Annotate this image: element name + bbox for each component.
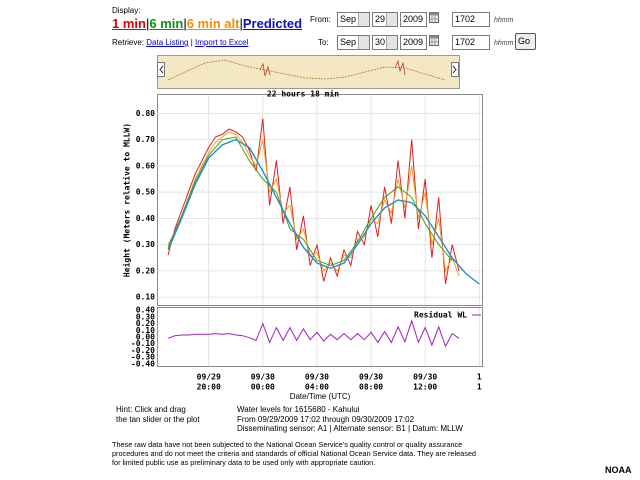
disclaimer: These raw data have not been subjected t…: [112, 440, 476, 467]
series-line: [167, 138, 480, 285]
x-tick-label: 08:00: [359, 383, 383, 392]
calendar-icon[interactable]: [429, 35, 439, 46]
y-tick-label: 0.30: [136, 240, 155, 249]
from-day[interactable]: 29: [372, 12, 398, 27]
to-month[interactable]: Sep: [337, 35, 370, 50]
x-tick-label: 04:00: [305, 383, 329, 392]
y-tick-label: 0.50: [136, 188, 155, 197]
from-month[interactable]: Sep: [337, 12, 370, 27]
data-listing-link[interactable]: Data Listing: [146, 38, 189, 47]
option-predicted[interactable]: Predicted: [242, 16, 303, 31]
series-line: [167, 136, 453, 267]
x-axis-label: Date/Time (UTC): [290, 392, 351, 401]
footer: NOAA: [605, 465, 632, 475]
x-tick-label: 09/30: [305, 373, 329, 382]
info-line: Water levels for 1615680 - Kahului: [237, 405, 360, 414]
hint-line: the tan slider or the plot: [116, 415, 200, 424]
y-tick-label: 0.10: [136, 326, 155, 335]
y-tick-label: -0.30: [131, 353, 155, 362]
to-label: To:: [318, 38, 329, 47]
to-unit: hhmm: [494, 40, 514, 47]
option-6min-alt[interactable]: 6 min alt: [186, 16, 240, 31]
x-tick-label: 09/29: [197, 373, 221, 382]
x-tick-label: 00:00: [251, 383, 275, 392]
separator: |: [183, 16, 187, 31]
to-time[interactable]: 1702: [452, 35, 490, 50]
option-1min[interactable]: 1 min: [112, 16, 146, 31]
annotation: 22 hours 18 min: [267, 89, 339, 99]
y-tick-label: -0.10: [131, 339, 155, 348]
legend-label: Residual WL: [414, 310, 467, 320]
disclaimer-line: procedures and do not meet the criteria …: [112, 449, 476, 458]
plot-frame: [157, 94, 483, 306]
x-tick-label: 12:00: [413, 383, 437, 392]
hint: Hint: Click and drag the tan slider or th…: [116, 405, 200, 425]
y-tick-label: 0.20: [136, 266, 155, 275]
disclaimer-line: These raw data have not been subjected t…: [112, 440, 463, 449]
x-tick-label: 1: [477, 373, 482, 382]
to-year[interactable]: 2009: [400, 35, 427, 50]
go-button[interactable]: Go: [515, 33, 536, 50]
x-tick-label: 09/30: [251, 373, 275, 382]
separator: |: [190, 38, 193, 47]
x-tick-label: 1: [477, 383, 482, 392]
y-tick-label: 0.40: [136, 214, 155, 223]
y-tick-label: 0.60: [136, 161, 155, 170]
from-unit: hhmm: [494, 17, 514, 24]
info: Water levels for 1615680 - Kahului From 0…: [237, 405, 463, 434]
from-time[interactable]: 1702: [452, 12, 490, 27]
y-tick-label: 0.80: [136, 109, 155, 118]
series-line: [167, 131, 460, 277]
separator: |: [239, 16, 243, 31]
retrieve-label: Retrieve:: [112, 38, 145, 47]
y-tick-label: 0.10: [136, 293, 155, 302]
hint-line: Hint: Click and drag: [116, 405, 186, 414]
display-label: Display:: [112, 6, 141, 15]
y-tick-label: -0.40: [131, 359, 155, 368]
y-tick-label: 0.20: [136, 319, 155, 328]
display-options: 1 min|6 min|6 min alt|Predicted: [112, 15, 302, 33]
x-tick-label: 09/30: [413, 373, 437, 382]
disclaimer-line: for limited public use as preliminary da…: [112, 458, 376, 467]
y-tick-label: 0.30: [136, 312, 155, 321]
y-tick-label: -0.20: [131, 346, 155, 355]
to-day[interactable]: 30: [372, 35, 398, 50]
x-tick-label: 09/30: [359, 373, 383, 382]
y-axis-label: Height (Meters relative to MLLW): [122, 123, 132, 277]
import-excel-link[interactable]: Import to Excel: [195, 38, 249, 47]
info-line: From 09/29/2009 17:02 through 09/30/2009…: [237, 414, 415, 424]
retrieve-row: Retrieve: Data Listing | Import to Excel: [112, 38, 248, 47]
y-tick-label: 0.70: [136, 135, 155, 144]
calendar-icon[interactable]: [429, 12, 439, 23]
from-year[interactable]: 2009: [400, 12, 427, 27]
series-line: [167, 319, 460, 348]
y-tick-label: 0.00: [136, 333, 155, 342]
slider[interactable]: [157, 55, 460, 89]
option-6min[interactable]: 6 min: [149, 16, 184, 31]
from-label: From:: [310, 15, 331, 24]
separator: |: [145, 16, 150, 31]
y-tick-label: 0.40: [136, 306, 155, 315]
x-tick-label: 20:00: [197, 383, 221, 392]
info-line: Disseminating sensor: A1 | Alternate sen…: [237, 424, 463, 433]
